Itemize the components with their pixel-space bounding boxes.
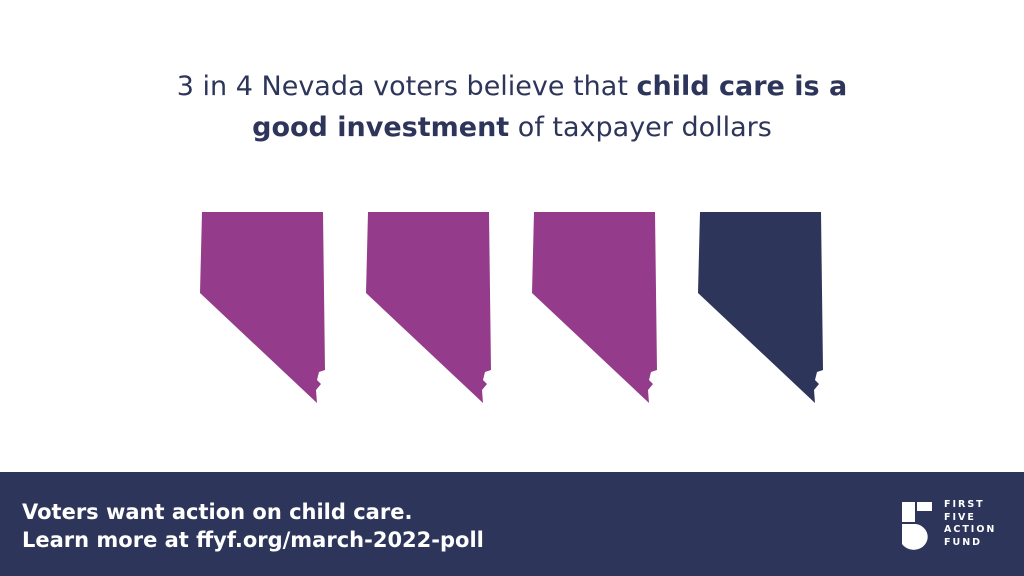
nevada-icon: [698, 212, 823, 403]
headline-line: 3 in 4 Nevada voters believe that child …: [0, 66, 1024, 107]
logo-mark: [902, 502, 932, 550]
headline-text: 3 in 4 Nevada voters believe that: [176, 71, 637, 102]
footer: Voters want action on child care. Learn …: [0, 472, 1024, 576]
nevada-icon: [200, 212, 325, 403]
headline-line: good investment of taxpayer dollars: [0, 107, 1024, 148]
headline-text: of taxpayer dollars: [509, 112, 772, 143]
headline: 3 in 4 Nevada voters believe that child …: [0, 66, 1024, 148]
logo-words: FIRST FIVE ACTION FUND: [944, 499, 996, 549]
headline-text: good investment: [252, 112, 510, 143]
logo-word: FIVE: [944, 511, 976, 523]
logo-word: FUND: [944, 536, 983, 548]
logo-word: FIRST: [944, 499, 985, 510]
pictogram: [200, 212, 823, 403]
logo: FIRST FIVE ACTION FUND: [900, 499, 994, 554]
logo-word: ACTION: [944, 524, 997, 535]
footer-line: Learn more at ffyf.org/march-2022-poll: [22, 528, 484, 552]
nevada-icon: [532, 212, 657, 403]
footer-line: Voters want action on child care.: [22, 500, 413, 524]
headline-text: child care is a: [636, 71, 848, 102]
nevada-icon: [366, 212, 491, 403]
footer-message: Voters want action on child care. Learn …: [22, 498, 484, 554]
